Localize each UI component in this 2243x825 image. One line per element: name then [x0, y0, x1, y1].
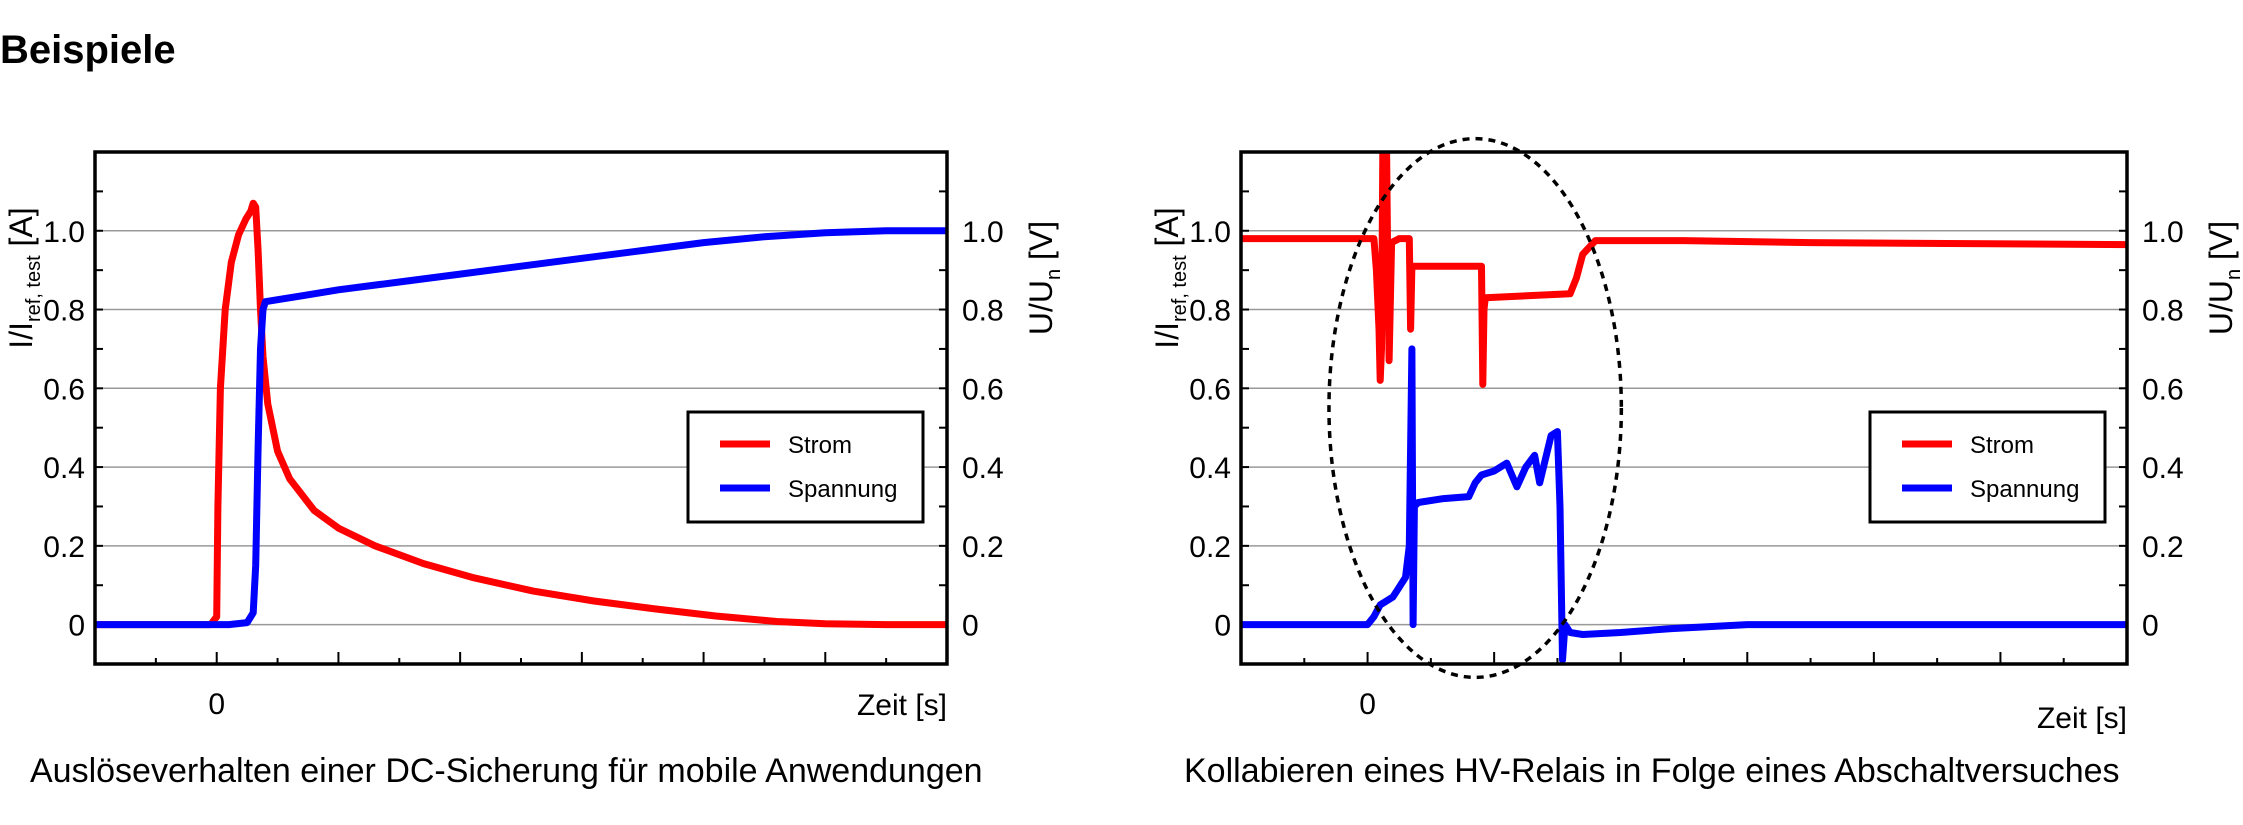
y-tick-label-left: 0.6	[43, 373, 85, 406]
y-axis-label-left: I/Iref, test [A]	[3, 207, 45, 348]
y-tick-label-right: 0.8	[962, 295, 1004, 328]
y-tick-label-left: 0.6	[1189, 373, 1231, 406]
annotation-ellipse	[1327, 136, 1624, 680]
legend-label: Strom	[788, 432, 852, 459]
series-group	[95, 199, 947, 629]
chart-fuse-tripping: 0 0 0.2 0.2 0.4 0.4 0.6 0.6 0.8 0.8 1.0 1.0 0 Zeit [s…	[3, 150, 1065, 722]
y-tick-label-right: 0.4	[2142, 452, 2184, 485]
chart-caption-fuse: Auslöseverhalten einer DC-Sicherung für …	[30, 752, 983, 790]
series-line-spannung	[1241, 345, 2127, 664]
x-axis-label: Zeit [s]	[2037, 702, 2127, 735]
y-tick-label-right: 0.8	[2142, 295, 2184, 328]
y-tick-label-left: 0.2	[1189, 531, 1231, 564]
y-tick-label-right: 0	[962, 610, 979, 643]
chart-caption-relay: Kollabieren eines HV-Relais in Folge ein…	[1184, 752, 2120, 790]
y-tick-label-right: 0.2	[962, 531, 1004, 564]
legend-label: Strom	[1970, 432, 2034, 459]
series-group	[1241, 152, 2127, 664]
legend-box	[1868, 410, 2107, 524]
y-tick-label-left: 0.4	[1189, 452, 1231, 485]
y-tick-label-right: 0.4	[962, 452, 1004, 485]
series-line-strom	[95, 199, 947, 629]
plot-frame	[93, 150, 949, 666]
y-tick-label-left: 0.8	[1189, 295, 1231, 328]
series-line-strom	[1241, 152, 2127, 388]
plot-frame	[1239, 150, 2129, 666]
legend-label: Spannung	[1970, 476, 2079, 503]
legend-box	[686, 410, 925, 524]
chart-hv-relay-collapse: 0 0 0.2 0.2 0.4 0.4 0.6 0.6 0.8 0.8 1.0 1.0 0 Zeit [s…	[1149, 136, 2243, 735]
y-tick-label-right: 0	[2142, 610, 2159, 643]
y-axis-label-right: U/Un [V]	[1023, 221, 1065, 335]
y-tick-label-right: 1.0	[2142, 216, 2184, 249]
y-tick-label-right: 1.0	[962, 216, 1004, 249]
y-tick-label-right: 0.6	[2142, 373, 2184, 406]
y-tick-label-left: 1.0	[1189, 216, 1231, 249]
y-tick-label-left: 0.8	[43, 295, 85, 328]
x-axis-label: Zeit [s]	[857, 689, 947, 722]
legend-label: Spannung	[788, 476, 897, 503]
y-tick-label-left: 0	[1214, 610, 1231, 643]
y-tick-label-left: 1.0	[43, 216, 85, 249]
y-tick-label-left: 0	[68, 610, 85, 643]
x-tick-label: 0	[208, 688, 225, 721]
x-tick-label: 0	[1359, 688, 1376, 721]
y-axis-label-left: I/Iref, test [A]	[1149, 207, 1191, 348]
y-tick-label-right: 0.6	[962, 373, 1004, 406]
y-tick-label-left: 0.4	[43, 452, 85, 485]
y-axis-label-right: U/Un [V]	[2203, 221, 2243, 335]
series-line-spannung	[95, 227, 947, 629]
page-title: Beispiele	[0, 28, 176, 72]
y-tick-label-right: 0.2	[2142, 531, 2184, 564]
y-tick-label-left: 0.2	[43, 531, 85, 564]
